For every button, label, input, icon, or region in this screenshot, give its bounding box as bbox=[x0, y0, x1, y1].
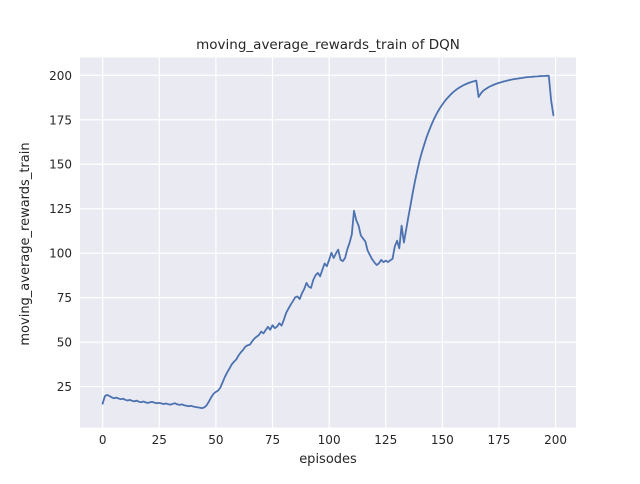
chart-title: moving_average_rewards_train of DQN bbox=[196, 37, 460, 53]
y-tick-label: 100 bbox=[49, 247, 72, 261]
x-tick-label: 0 bbox=[99, 433, 107, 447]
y-tick-label: 200 bbox=[49, 69, 72, 83]
plot-area bbox=[80, 57, 576, 428]
x-tick-label: 150 bbox=[431, 433, 454, 447]
y-tick-label: 150 bbox=[49, 158, 72, 172]
y-tick-label: 25 bbox=[57, 380, 72, 394]
x-tick-label: 100 bbox=[318, 433, 341, 447]
y-tick-label: 125 bbox=[49, 202, 72, 216]
x-tick-label: 50 bbox=[208, 433, 223, 447]
x-tick-label: 125 bbox=[374, 433, 397, 447]
x-axis-label: episodes bbox=[299, 452, 357, 467]
x-tick-label: 175 bbox=[488, 433, 511, 447]
y-axis-label: moving_average_rewards_train bbox=[18, 142, 33, 346]
y-tick-label: 75 bbox=[57, 291, 72, 305]
y-tick-label: 50 bbox=[57, 336, 72, 350]
y-tick-label: 175 bbox=[49, 113, 72, 127]
series-line bbox=[101, 74, 555, 410]
x-tick-label: 25 bbox=[152, 433, 167, 447]
x-tick-label: 75 bbox=[265, 433, 280, 447]
x-tick-label: 200 bbox=[544, 433, 567, 447]
